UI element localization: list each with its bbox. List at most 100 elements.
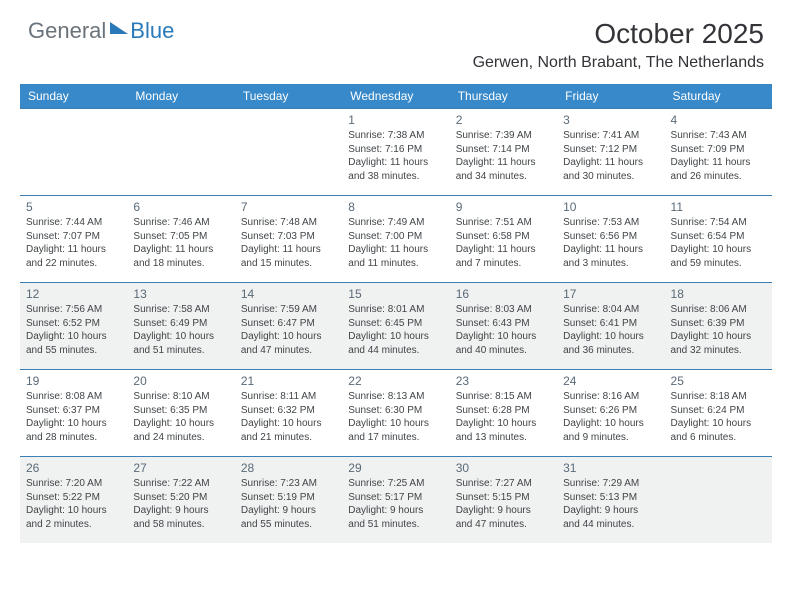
calendar-cell — [127, 109, 234, 195]
calendar-cell: 1Sunrise: 7:38 AMSunset: 7:16 PMDaylight… — [342, 109, 449, 195]
cell-daylight2: and 17 minutes. — [348, 431, 443, 445]
calendar-cell: 6Sunrise: 7:46 AMSunset: 7:05 PMDaylight… — [127, 196, 234, 282]
day-number: 30 — [456, 461, 551, 475]
calendar-cell: 13Sunrise: 7:58 AMSunset: 6:49 PMDayligh… — [127, 283, 234, 369]
cell-daylight2: and 44 minutes. — [563, 518, 658, 532]
cell-daylight1: Daylight: 10 hours — [133, 330, 228, 344]
dayheader: Thursday — [450, 84, 557, 108]
cell-daylight2: and 34 minutes. — [456, 170, 551, 184]
day-number: 13 — [133, 287, 228, 301]
cell-sunrise: Sunrise: 7:25 AM — [348, 477, 443, 491]
cell-daylight2: and 3 minutes. — [563, 257, 658, 271]
calendar-cell: 28Sunrise: 7:23 AMSunset: 5:19 PMDayligh… — [235, 457, 342, 543]
cell-daylight1: Daylight: 11 hours — [456, 156, 551, 170]
day-number: 31 — [563, 461, 658, 475]
cell-sunset: Sunset: 6:32 PM — [241, 404, 336, 418]
calendar-cell: 29Sunrise: 7:25 AMSunset: 5:17 PMDayligh… — [342, 457, 449, 543]
cell-sunset: Sunset: 6:45 PM — [348, 317, 443, 331]
cell-daylight2: and 13 minutes. — [456, 431, 551, 445]
day-number: 22 — [348, 374, 443, 388]
week-row: 26Sunrise: 7:20 AMSunset: 5:22 PMDayligh… — [20, 456, 772, 543]
cell-daylight1: Daylight: 11 hours — [133, 243, 228, 257]
cell-sunset: Sunset: 5:22 PM — [26, 491, 121, 505]
day-number: 12 — [26, 287, 121, 301]
calendar-cell: 8Sunrise: 7:49 AMSunset: 7:00 PMDaylight… — [342, 196, 449, 282]
cell-daylight1: Daylight: 9 hours — [563, 504, 658, 518]
calendar-cell: 18Sunrise: 8:06 AMSunset: 6:39 PMDayligh… — [665, 283, 772, 369]
cell-sunrise: Sunrise: 7:46 AM — [133, 216, 228, 230]
week-row: 19Sunrise: 8:08 AMSunset: 6:37 PMDayligh… — [20, 369, 772, 456]
cell-sunrise: Sunrise: 7:29 AM — [563, 477, 658, 491]
calendar-cell: 23Sunrise: 8:15 AMSunset: 6:28 PMDayligh… — [450, 370, 557, 456]
cell-daylight2: and 32 minutes. — [671, 344, 766, 358]
dayheader: Friday — [557, 84, 664, 108]
cell-daylight1: Daylight: 10 hours — [241, 330, 336, 344]
calendar-cell: 26Sunrise: 7:20 AMSunset: 5:22 PMDayligh… — [20, 457, 127, 543]
dayheader-row: SundayMondayTuesdayWednesdayThursdayFrid… — [20, 84, 772, 108]
cell-sunrise: Sunrise: 7:58 AM — [133, 303, 228, 317]
cell-daylight1: Daylight: 11 hours — [26, 243, 121, 257]
day-number: 4 — [671, 113, 766, 127]
calendar-cell: 24Sunrise: 8:16 AMSunset: 6:26 PMDayligh… — [557, 370, 664, 456]
week-row: 5Sunrise: 7:44 AMSunset: 7:07 PMDaylight… — [20, 195, 772, 282]
week-row: 1Sunrise: 7:38 AMSunset: 7:16 PMDaylight… — [20, 108, 772, 195]
day-number: 11 — [671, 200, 766, 214]
cell-sunrise: Sunrise: 8:15 AM — [456, 390, 551, 404]
cell-daylight2: and 55 minutes. — [241, 518, 336, 532]
cell-daylight1: Daylight: 11 hours — [456, 243, 551, 257]
day-number: 2 — [456, 113, 551, 127]
calendar-cell: 14Sunrise: 7:59 AMSunset: 6:47 PMDayligh… — [235, 283, 342, 369]
cell-sunrise: Sunrise: 7:41 AM — [563, 129, 658, 143]
calendar-cell: 11Sunrise: 7:54 AMSunset: 6:54 PMDayligh… — [665, 196, 772, 282]
cell-daylight2: and 9 minutes. — [563, 431, 658, 445]
calendar-cell — [235, 109, 342, 195]
cell-sunset: Sunset: 5:13 PM — [563, 491, 658, 505]
cell-sunset: Sunset: 6:54 PM — [671, 230, 766, 244]
calendar-cell: 12Sunrise: 7:56 AMSunset: 6:52 PMDayligh… — [20, 283, 127, 369]
cell-sunset: Sunset: 6:28 PM — [456, 404, 551, 418]
cell-daylight1: Daylight: 10 hours — [348, 417, 443, 431]
day-number: 19 — [26, 374, 121, 388]
day-number: 7 — [241, 200, 336, 214]
day-number: 6 — [133, 200, 228, 214]
day-number: 21 — [241, 374, 336, 388]
day-number: 15 — [348, 287, 443, 301]
cell-sunset: Sunset: 7:00 PM — [348, 230, 443, 244]
cell-sunrise: Sunrise: 8:08 AM — [26, 390, 121, 404]
cell-daylight2: and 15 minutes. — [241, 257, 336, 271]
calendar-cell: 21Sunrise: 8:11 AMSunset: 6:32 PMDayligh… — [235, 370, 342, 456]
calendar-cell: 22Sunrise: 8:13 AMSunset: 6:30 PMDayligh… — [342, 370, 449, 456]
cell-sunrise: Sunrise: 7:43 AM — [671, 129, 766, 143]
cell-daylight2: and 24 minutes. — [133, 431, 228, 445]
cell-daylight2: and 55 minutes. — [26, 344, 121, 358]
cell-daylight1: Daylight: 10 hours — [26, 330, 121, 344]
cell-sunrise: Sunrise: 7:53 AM — [563, 216, 658, 230]
cell-daylight1: Daylight: 10 hours — [563, 417, 658, 431]
cell-sunset: Sunset: 7:09 PM — [671, 143, 766, 157]
cell-daylight2: and 40 minutes. — [456, 344, 551, 358]
logo-text-general: General — [28, 18, 106, 44]
dayheader: Sunday — [20, 84, 127, 108]
cell-daylight2: and 21 minutes. — [241, 431, 336, 445]
cell-sunrise: Sunrise: 7:27 AM — [456, 477, 551, 491]
cell-daylight2: and 7 minutes. — [456, 257, 551, 271]
calendar-cell: 10Sunrise: 7:53 AMSunset: 6:56 PMDayligh… — [557, 196, 664, 282]
calendar-cell — [665, 457, 772, 543]
cell-sunset: Sunset: 7:12 PM — [563, 143, 658, 157]
cell-sunset: Sunset: 6:56 PM — [563, 230, 658, 244]
dayheader: Monday — [127, 84, 234, 108]
cell-sunrise: Sunrise: 7:44 AM — [26, 216, 121, 230]
cell-daylight2: and 58 minutes. — [133, 518, 228, 532]
cell-sunrise: Sunrise: 8:10 AM — [133, 390, 228, 404]
cell-daylight1: Daylight: 11 hours — [671, 156, 766, 170]
cell-daylight2: and 11 minutes. — [348, 257, 443, 271]
cell-sunrise: Sunrise: 8:06 AM — [671, 303, 766, 317]
cell-sunrise: Sunrise: 8:03 AM — [456, 303, 551, 317]
cell-daylight2: and 22 minutes. — [26, 257, 121, 271]
cell-sunset: Sunset: 6:26 PM — [563, 404, 658, 418]
cell-sunrise: Sunrise: 8:16 AM — [563, 390, 658, 404]
cell-daylight1: Daylight: 10 hours — [671, 243, 766, 257]
cell-sunset: Sunset: 6:24 PM — [671, 404, 766, 418]
calendar-cell: 7Sunrise: 7:48 AMSunset: 7:03 PMDaylight… — [235, 196, 342, 282]
cell-daylight1: Daylight: 10 hours — [26, 504, 121, 518]
